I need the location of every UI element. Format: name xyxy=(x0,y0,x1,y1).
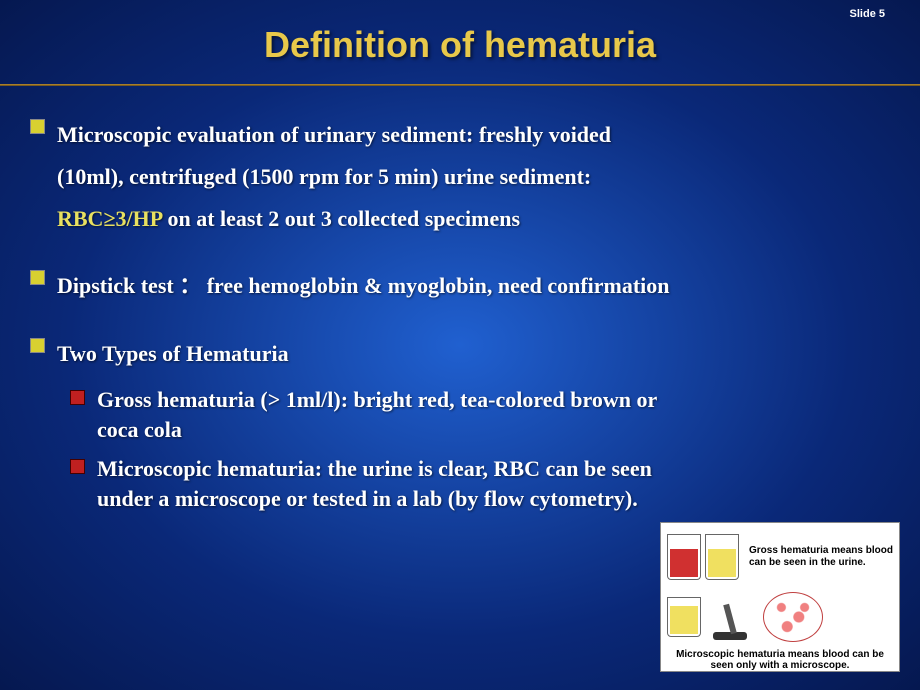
beaker-yellow-small-icon xyxy=(667,597,701,637)
bullet-2-post: , need confirmation xyxy=(487,273,670,298)
slide-content: Microscopic evaluation of urinary sedime… xyxy=(0,86,920,514)
bullet-1-rbc-tail: on at least 2 out 3 collected specimens xyxy=(162,206,520,231)
figure-row-gross: Gross hematuria means blood can be seen … xyxy=(667,529,893,585)
bullet-1-line2: (10ml), centrifuged (1500 rpm for 5 min)… xyxy=(57,164,591,189)
bullet-2-text: Dipstick test ： free hemoglobin & myoglo… xyxy=(57,265,670,307)
beaker-yellow-icon xyxy=(705,534,739,580)
bullet-1-text: Microscopic evaluation of urinary sedime… xyxy=(57,114,611,239)
figure-caption-micro: Microscopic hematuria means blood can be… xyxy=(667,649,893,671)
bullet-square-red-icon xyxy=(70,390,85,405)
bullet-2-myo: myoglobin xyxy=(388,273,487,298)
bullet-square-icon xyxy=(30,338,45,353)
sub-bullet-1: Gross hematuria (> 1ml/l): bright red, t… xyxy=(70,385,890,444)
bullet-1-rbc: RBC≥3/HP xyxy=(57,206,162,231)
blood-cells-icon xyxy=(763,592,823,642)
figure-caption-gross: Gross hematuria means blood can be seen … xyxy=(743,545,893,569)
sub-bullet-1-text: Gross hematuria (> 1ml/l): bright red, t… xyxy=(97,385,697,444)
bullet-square-icon xyxy=(30,119,45,134)
beaker-red-icon xyxy=(667,534,701,580)
figure-row-micro xyxy=(667,589,893,645)
bullet-1: Microscopic evaluation of urinary sedime… xyxy=(30,114,890,239)
bullet-3-text: Two Types of Hematuria xyxy=(57,333,289,375)
sub-bullet-2: Microscopic hematuria: the urine is clea… xyxy=(70,454,890,513)
bullet-2-pre: Dipstick test ： free hemoglobin & xyxy=(57,273,388,298)
slide-title: Definition of hematuria xyxy=(0,0,920,66)
illustration-figure: Gross hematuria means blood can be seen … xyxy=(660,522,900,672)
bullet-3: Two Types of Hematuria xyxy=(30,333,890,375)
sub-bullet-2-text: Microscopic hematuria: the urine is clea… xyxy=(97,454,697,513)
bullet-square-red-icon xyxy=(70,459,85,474)
bullet-square-icon xyxy=(30,270,45,285)
microscope-icon xyxy=(705,592,755,642)
bullet-1-line1: Microscopic evaluation of urinary sedime… xyxy=(57,122,611,147)
bullet-2: Dipstick test ： free hemoglobin & myoglo… xyxy=(30,265,890,307)
slide-number-label: Slide 5 xyxy=(850,8,885,20)
